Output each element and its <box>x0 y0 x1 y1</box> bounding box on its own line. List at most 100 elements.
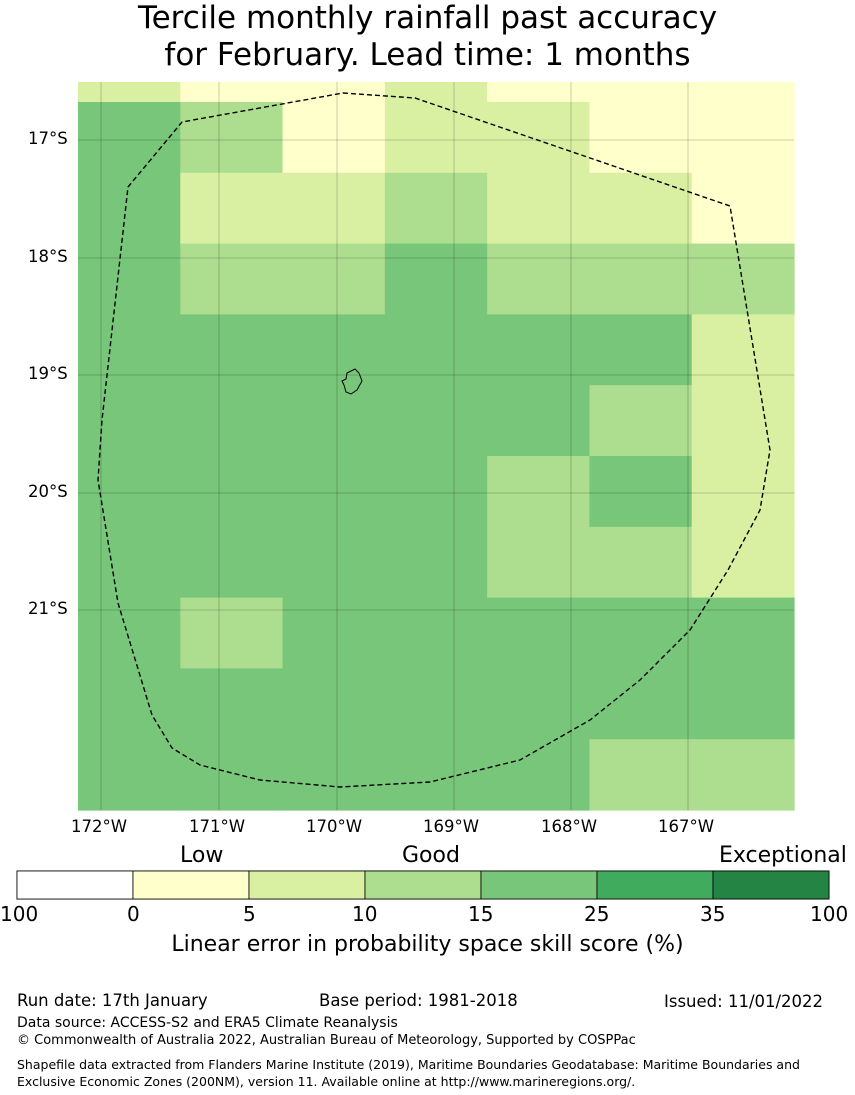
grid-cell <box>78 739 181 811</box>
grid-cell <box>691 597 795 669</box>
grid-cell <box>691 385 795 457</box>
grid-cell <box>691 456 795 528</box>
grid-cell <box>691 172 795 245</box>
legend-color-segment <box>132 870 250 900</box>
grid-cell <box>384 172 488 245</box>
grid-cell <box>384 597 488 669</box>
lat-label-21s: 21°S <box>28 599 68 618</box>
lat-label-17s: 17°S <box>28 129 68 148</box>
grid-cell <box>384 668 488 740</box>
grid-cell <box>487 385 591 457</box>
grid-cell <box>180 597 284 669</box>
graticule <box>78 82 794 810</box>
grid-cell <box>487 314 591 386</box>
grid-cell <box>78 526 181 599</box>
grid-cell <box>589 82 693 103</box>
lon-label-171w: 171°W <box>189 817 246 836</box>
grid-cell <box>78 314 181 386</box>
lon-label-168w: 168°W <box>541 817 598 836</box>
grid-cell <box>384 526 488 599</box>
legend-category-good: Good <box>402 843 460 868</box>
grid-cell <box>589 597 693 669</box>
grid-cell <box>180 668 284 740</box>
grid-cell <box>78 597 181 669</box>
legend-category-low: Low <box>180 843 224 868</box>
lon-label-172w: 172°W <box>71 817 128 836</box>
grid-cell <box>691 526 795 599</box>
grid-cell <box>282 668 386 740</box>
grid-cell <box>487 526 591 599</box>
lat-label-18s: 18°S <box>28 247 68 266</box>
grid-cell <box>180 82 284 103</box>
grid-cell <box>487 243 591 315</box>
grid-cell <box>282 102 386 174</box>
legend-category-exceptional: Exceptional <box>719 843 847 868</box>
grid-cell <box>78 102 181 174</box>
legend-tick-6: 35 <box>700 902 726 926</box>
base-period: Base period: 1981-2018 <box>319 991 518 1010</box>
grid-cell <box>384 456 488 528</box>
grid-cell <box>282 385 386 457</box>
legend-tick-1: 0 <box>127 902 140 926</box>
legend-tick-0: 100 <box>0 902 39 926</box>
lat-label-20s: 20°S <box>28 482 68 501</box>
grid-cell <box>487 172 591 245</box>
lon-label-169w: 169°W <box>423 817 480 836</box>
legend-tick-5: 25 <box>584 902 610 926</box>
legend-color-segment <box>248 870 366 900</box>
grid-cell <box>487 82 591 103</box>
grid-cell <box>78 82 181 103</box>
grid-cell <box>384 243 488 315</box>
grid-cell <box>78 172 181 245</box>
grid-cell <box>282 526 386 599</box>
grid-cell <box>180 456 284 528</box>
grid-cell <box>78 243 181 315</box>
grid-cell <box>282 597 386 669</box>
grid-cell <box>180 739 284 811</box>
legend-color-segment <box>16 870 134 900</box>
grid-cell <box>78 668 181 740</box>
grid-cell <box>180 243 284 315</box>
legend-tick-7: 100 <box>810 902 849 926</box>
grid-cell <box>384 385 488 457</box>
grid-cell <box>691 314 795 386</box>
grid-cell <box>589 526 693 599</box>
grid-cell <box>282 243 386 315</box>
copyright-notice: © Commonwealth of Australia 2022, Austra… <box>17 1033 636 1048</box>
grid-cell <box>589 739 693 811</box>
grid-cell <box>589 102 693 174</box>
legend-axis-label: Linear error in probability space skill … <box>171 932 684 957</box>
legend-segments <box>16 870 830 900</box>
legend-tick-3: 10 <box>352 902 378 926</box>
grid-cell <box>180 526 284 599</box>
grid-cell <box>282 456 386 528</box>
grid-cell <box>487 102 591 174</box>
issued-date: Issued: 11/01/2022 <box>664 992 824 1011</box>
grid-cell <box>282 172 386 245</box>
grid-cell <box>180 102 284 174</box>
grid-cell <box>487 456 591 528</box>
grid-cell <box>589 314 693 386</box>
grid-cell <box>282 82 386 103</box>
skill-grid <box>78 82 795 811</box>
run-date: Run date: 17th January <box>17 991 208 1010</box>
lon-label-167w: 167°W <box>658 817 715 836</box>
grid-cell <box>78 456 181 528</box>
grid-cell <box>691 739 795 811</box>
grid-cell <box>384 102 488 174</box>
grid-cell <box>180 385 284 457</box>
grid-cell <box>487 739 591 811</box>
island-outline <box>341 368 363 395</box>
legend-color-segment <box>364 870 482 900</box>
grid-cell <box>384 314 488 386</box>
legend-tick-4: 15 <box>468 902 494 926</box>
grid-cell <box>384 82 488 103</box>
legend-color-segment <box>712 870 830 900</box>
lon-label-170w: 170°W <box>306 817 363 836</box>
grid-cell <box>78 385 181 457</box>
grid-cell <box>589 172 693 245</box>
grid-cell <box>691 102 795 174</box>
grid-cell <box>589 668 693 740</box>
grid-cell <box>384 739 488 811</box>
